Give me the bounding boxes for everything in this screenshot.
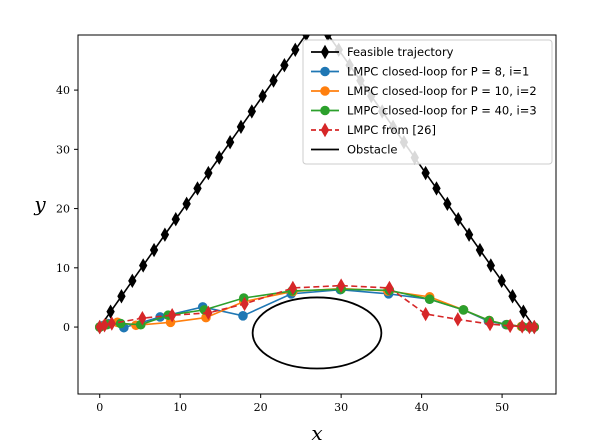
legend-label: LMPC closed-loop for P = 8, i=1 (347, 65, 529, 79)
legend-entry: Feasible trajectory (311, 44, 454, 60)
x-tick-label: 50 (495, 401, 509, 414)
legend-box (302, 39, 553, 165)
data-point (385, 280, 394, 296)
data-point (247, 104, 256, 119)
legend-label: LMPC closed-loop for P = 10, i=2 (347, 84, 537, 98)
data-point (167, 308, 177, 323)
data-point (313, 13, 320, 25)
data-point (238, 311, 248, 321)
data-point (204, 305, 213, 321)
data-point (336, 278, 346, 293)
data-point (280, 58, 289, 73)
data-point (475, 242, 485, 258)
x-tick-label: 40 (415, 401, 429, 414)
data-point (519, 304, 528, 319)
y-tick-label: 10 (56, 262, 70, 275)
data-point (115, 318, 126, 329)
x-axis-title: x (311, 421, 322, 445)
data-point (182, 196, 191, 212)
data-point (497, 273, 506, 289)
data-point (421, 306, 430, 322)
legend-label: Feasible trajectory (347, 45, 454, 59)
plot-frame (77, 34, 557, 395)
data-point (107, 316, 116, 331)
data-point (508, 289, 517, 304)
axes: 0 10 20 30 40 50 0 10 20 30 40 (56, 34, 557, 414)
data-point (486, 258, 495, 273)
x-tick-label: 0 (96, 401, 103, 414)
data-point (204, 165, 213, 181)
y-tick-label: 0 (63, 321, 70, 334)
data-point (139, 258, 148, 273)
data-point (258, 88, 267, 104)
data-point (518, 319, 527, 334)
legend: Feasible trajectory LMPC closed-loop for … (302, 39, 553, 165)
data-point (454, 212, 463, 227)
data-point (424, 294, 435, 305)
legend-marker (320, 86, 330, 96)
data-point (458, 305, 469, 315)
data-point (160, 227, 170, 242)
y-tick-label: 20 (56, 203, 70, 216)
data-point (464, 227, 474, 242)
x-tick-label: 10 (173, 401, 187, 414)
plot-contents (94, 13, 540, 370)
data-point (215, 150, 224, 165)
legend-label: LMPC from [26] (347, 123, 436, 137)
data-point (269, 73, 278, 88)
legend-marker (320, 66, 330, 77)
legend-entry: LMPC from [26] (311, 122, 436, 138)
data-point (117, 289, 126, 304)
data-point (171, 212, 180, 227)
legend-marker (320, 105, 330, 116)
data-point (421, 165, 430, 181)
obstacle-ellipse (251, 296, 383, 370)
data-point (138, 310, 147, 326)
legend-entry: Obstacle (311, 143, 398, 157)
data-point (240, 296, 249, 312)
data-point (106, 304, 115, 319)
data-point (443, 196, 452, 212)
x-tick-label: 30 (334, 401, 348, 414)
legend-entry: LMPC closed-loop for P = 40, i=3 (311, 104, 537, 118)
data-point (149, 242, 159, 258)
data-point (530, 319, 539, 335)
data-point (453, 312, 463, 327)
legend-entry: LMPC closed-loop for P = 10, i=2 (311, 84, 537, 98)
legend-label: Obstacle (347, 143, 398, 157)
data-point (100, 318, 109, 333)
data-point (485, 316, 495, 332)
y-tick-label: 30 (56, 143, 70, 156)
data-point (291, 42, 300, 58)
series-line (99, 288, 535, 329)
data-point (128, 273, 137, 289)
data-point (193, 181, 202, 196)
y-tick-label: 40 (56, 84, 70, 97)
data-point (225, 135, 235, 150)
data-point (432, 181, 441, 196)
data-point (505, 318, 515, 334)
legend-entry: LMPC closed-loop for P = 8, i=1 (311, 65, 529, 79)
data-point (236, 119, 246, 135)
legend-marker (320, 122, 330, 138)
data-point (288, 280, 298, 296)
x-tick-label: 20 (254, 401, 268, 414)
series-line (99, 35, 535, 328)
legend-marker (320, 44, 330, 60)
y-axis-title: y (33, 192, 46, 216)
series-5 (95, 278, 539, 335)
legend-label: LMPC closed-loop for P = 40, i=3 (347, 104, 537, 118)
series-2 (94, 284, 540, 333)
plot-area (94, 13, 540, 370)
